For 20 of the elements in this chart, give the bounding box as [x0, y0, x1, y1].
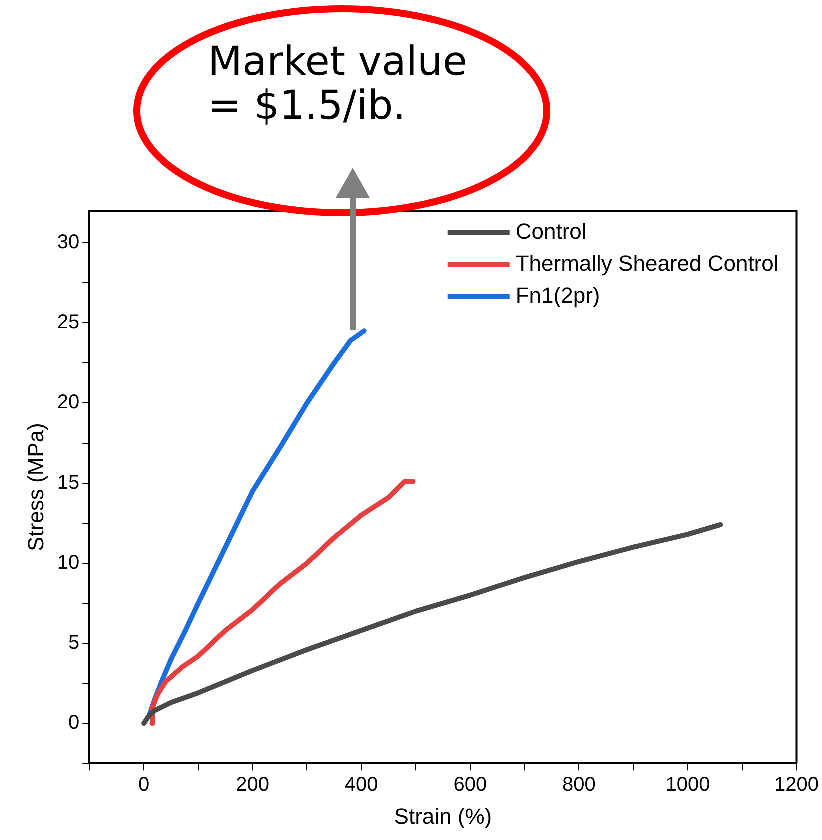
y-tick-label: 25 — [57, 312, 80, 334]
y-tick-label: 0 — [68, 712, 80, 734]
x-tick-label: 1200 — [774, 774, 820, 796]
legend-label: Thermally Sheared Control — [516, 251, 779, 276]
x-tick-label: 200 — [236, 774, 270, 796]
legend-label: Fn1(2pr) — [516, 283, 600, 308]
x-tick-label: 400 — [344, 774, 378, 796]
y-tick-label: 15 — [57, 472, 80, 494]
y-axis-title: Stress (MPa) — [23, 423, 48, 552]
y-tick-label: 30 — [57, 232, 80, 254]
y-tick-label: 20 — [57, 392, 80, 414]
x-tick-label: 600 — [454, 774, 488, 796]
y-tick-label: 10 — [57, 552, 80, 574]
y-tick-label: 5 — [68, 632, 80, 654]
text: Market value = $1.5/ib. — [208, 39, 468, 129]
legend-label: Control — [516, 219, 587, 244]
x-tick-label: 800 — [562, 774, 596, 796]
x-tick-label: 0 — [138, 774, 150, 796]
x-tick-label: 1000 — [666, 774, 710, 796]
x-axis-title: Strain (%) — [394, 804, 492, 829]
